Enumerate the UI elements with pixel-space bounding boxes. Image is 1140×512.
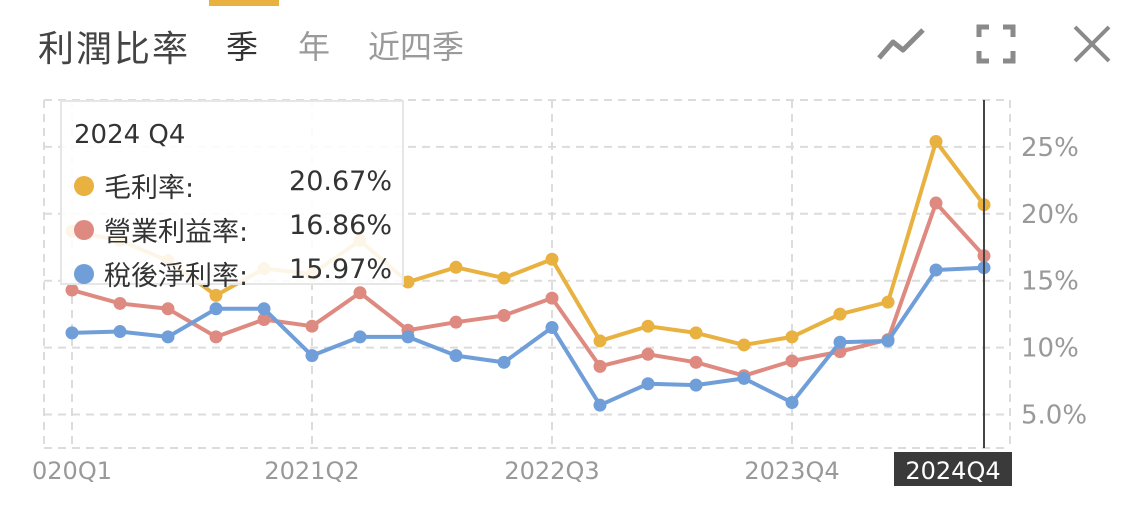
- data-point: [65, 283, 79, 297]
- data-point: [161, 330, 175, 344]
- tab-last-four-quarters[interactable]: 近四季: [368, 28, 465, 66]
- tooltip-label: 稅後淨利率:: [104, 261, 249, 292]
- x-tick-label: 2023Q4: [744, 457, 839, 485]
- data-point: [305, 349, 319, 363]
- data-point: [305, 319, 319, 333]
- highlight-label-bg: [894, 452, 1012, 486]
- data-point: [785, 354, 799, 368]
- data-point: [353, 286, 367, 300]
- tab-year[interactable]: 年: [298, 28, 331, 66]
- y-tick-label: 15%: [1021, 267, 1079, 297]
- x-axis: 020Q1 2021Q2 2022Q3 2023Q4 2024Q4: [32, 452, 1012, 486]
- data-point: [689, 378, 703, 392]
- tooltip-row-net-margin: 稅後淨利率: 15.97%: [74, 254, 400, 292]
- data-point: [641, 319, 655, 333]
- series-line: [71, 139, 986, 347]
- data-point: [593, 334, 607, 348]
- y-axis: 5.0% 10% 15% 20% 25%: [1021, 133, 1087, 431]
- tooltip-value: 16.86%: [289, 210, 392, 241]
- tooltip-row-operating-margin: 營業利益率: 16.86%: [74, 210, 400, 248]
- x-tick-label: 020Q1: [32, 457, 112, 485]
- x-tick-label: 2021Q2: [264, 457, 359, 485]
- data-point: [209, 288, 223, 302]
- active-tab-indicator: [209, 0, 279, 6]
- data-point: [353, 330, 367, 344]
- y-tick-label: 20%: [1021, 200, 1079, 230]
- data-point: [737, 371, 751, 385]
- fullscreen-icon[interactable]: [976, 24, 1024, 64]
- x-tick-label: 2022Q3: [504, 457, 599, 485]
- data-point: [449, 349, 463, 363]
- data-point: [209, 330, 223, 344]
- data-point: [545, 321, 559, 335]
- operating-margin-dot: [74, 220, 94, 240]
- data-point: [545, 252, 559, 266]
- gross-margin-dot: [74, 176, 94, 196]
- data-point: [449, 260, 463, 274]
- line-chart-icon[interactable]: [877, 24, 925, 64]
- data-point: [113, 296, 127, 310]
- data-point: [593, 398, 607, 412]
- data-point: [689, 355, 703, 369]
- net-margin-dot: [74, 264, 94, 284]
- y-tick-label: 10%: [1021, 334, 1079, 364]
- data-point: [785, 330, 799, 344]
- data-point: [209, 302, 223, 316]
- data-point: [593, 359, 607, 373]
- tooltip-label: 營業利益率:: [104, 217, 249, 248]
- data-point: [929, 134, 943, 148]
- data-point: [65, 326, 79, 340]
- data-point: [641, 347, 655, 361]
- data-point: [737, 338, 751, 352]
- data-point: [881, 334, 895, 348]
- data-point: [497, 271, 511, 285]
- tooltip-value: 20.67%: [289, 166, 392, 197]
- data-point: [449, 315, 463, 329]
- data-point: [401, 330, 415, 344]
- data-point: [257, 302, 271, 316]
- data-point: [641, 377, 655, 391]
- series-2: [65, 261, 991, 412]
- tooltip-label: 毛利率:: [104, 173, 195, 204]
- data-point: [113, 325, 127, 339]
- data-point: [401, 275, 415, 289]
- tooltip-row-gross-margin: 毛利率: 20.67%: [74, 166, 400, 204]
- y-tick-label: 5.0%: [1021, 401, 1087, 431]
- data-point: [833, 307, 847, 321]
- highlight-x-label: 2024Q4: [905, 457, 1000, 485]
- series-line: [71, 265, 985, 408]
- close-icon[interactable]: [1072, 24, 1120, 64]
- data-point: [929, 263, 943, 277]
- tooltip-title: 2024 Q4: [74, 120, 186, 150]
- page-title: 利潤比率: [38, 29, 191, 70]
- tab-quarter[interactable]: 季: [226, 28, 259, 66]
- data-point: [929, 196, 943, 210]
- y-tick-label: 25%: [1021, 133, 1079, 163]
- data-point: [785, 395, 799, 409]
- data-point: [161, 302, 175, 316]
- data-point: [497, 355, 511, 369]
- data-point: [833, 335, 847, 349]
- data-point: [881, 295, 895, 309]
- data-point: [545, 291, 559, 305]
- tooltip: 2024 Q4 毛利率: 20.67% 營業利益率: 16.86% 稅後淨利率:…: [60, 100, 404, 292]
- tooltip-value: 15.97%: [289, 254, 392, 285]
- data-point: [257, 313, 271, 327]
- data-point: [497, 308, 511, 322]
- data-point: [689, 326, 703, 340]
